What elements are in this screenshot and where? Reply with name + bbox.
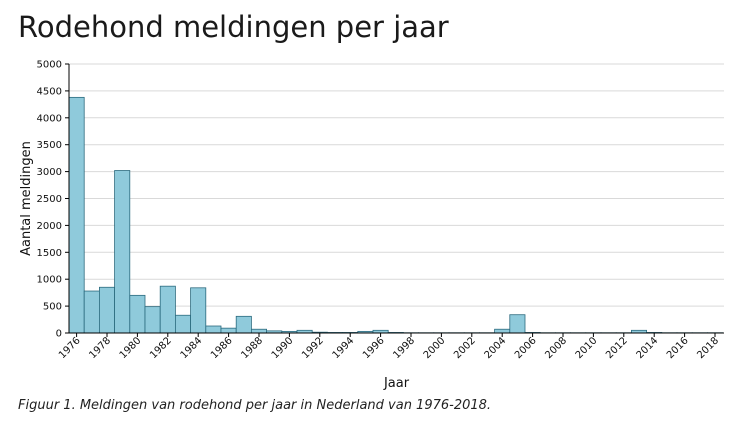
bar-1979 [114, 170, 131, 334]
x-tick-label: 2006 [513, 335, 539, 361]
x-tick-label: 2000 [422, 335, 448, 361]
x-tick-label: 2018 [695, 335, 721, 361]
bar-1987 [235, 315, 252, 334]
x-tick-label: 1994 [331, 335, 357, 361]
y-tick-label: 0 [56, 329, 62, 340]
x-tick-label: 1980 [118, 335, 144, 361]
x-ticks: 1976 1978 1980 1982 1984 1986 1988 1990 1992 1994… [57, 333, 721, 361]
y-tick-label: 2500 [37, 194, 62, 205]
x-tick-label: 2014 [635, 335, 661, 361]
x-tick-label: 1990 [270, 335, 296, 361]
y-tick-label: 500 [43, 302, 62, 313]
bar-1982 [159, 285, 176, 334]
bar-1984 [190, 287, 207, 334]
bar-1980 [129, 294, 146, 334]
x-tick-label: 2010 [574, 335, 600, 361]
x-tick-label: 1988 [239, 335, 265, 361]
x-tick-label: 2012 [604, 335, 630, 361]
bar-1977 [83, 290, 100, 334]
y-tick-label: 3000 [37, 167, 62, 178]
x-tick-label: 1984 [179, 335, 205, 361]
x-tick-label: 2016 [665, 335, 691, 361]
figure-caption: Figuur 1. Meldingen van rodehond per jaa… [18, 398, 492, 413]
y-tick-label: 4500 [37, 86, 62, 97]
x-tick-label: 1992 [300, 335, 326, 361]
bar-1976 [68, 96, 85, 334]
x-tick-label: 2004 [483, 335, 509, 361]
bar-1981 [144, 306, 161, 334]
y-axis-label: Aantal meldingen [19, 141, 34, 256]
x-tick-label: 1986 [209, 335, 235, 361]
y-tick-label: 2000 [37, 221, 62, 232]
y-tick-label: 5000 [37, 60, 62, 71]
bar-1988 [250, 328, 267, 334]
bar-1983 [174, 314, 191, 334]
x-axis-label: Jaar [383, 376, 410, 391]
grid-lines [69, 63, 724, 307]
x-tick-label: 1996 [361, 335, 387, 361]
page-title: Rodehond meldingen per jaar [18, 10, 449, 44]
bar-1986 [220, 327, 237, 334]
bars [68, 96, 724, 334]
bar-1978 [99, 286, 116, 334]
bar-2004 [494, 328, 511, 334]
x-tick-label: 2002 [452, 335, 478, 361]
y-tick-label: 4000 [37, 113, 62, 124]
bar-1985 [205, 325, 222, 334]
y-tick-label: 3500 [37, 140, 62, 151]
x-tick-label: 2008 [543, 335, 569, 361]
y-tick-label: 1500 [37, 248, 62, 259]
x-tick-label: 1978 [87, 335, 113, 361]
x-tick-label: 1982 [148, 335, 174, 361]
y-ticks: 0 500 1000 1500 2000 2500 3000 3500 4000 4500 5000 [37, 60, 69, 340]
y-tick-label: 1000 [37, 275, 62, 286]
bar-2005 [509, 314, 526, 334]
x-tick-label: 1998 [391, 335, 417, 361]
